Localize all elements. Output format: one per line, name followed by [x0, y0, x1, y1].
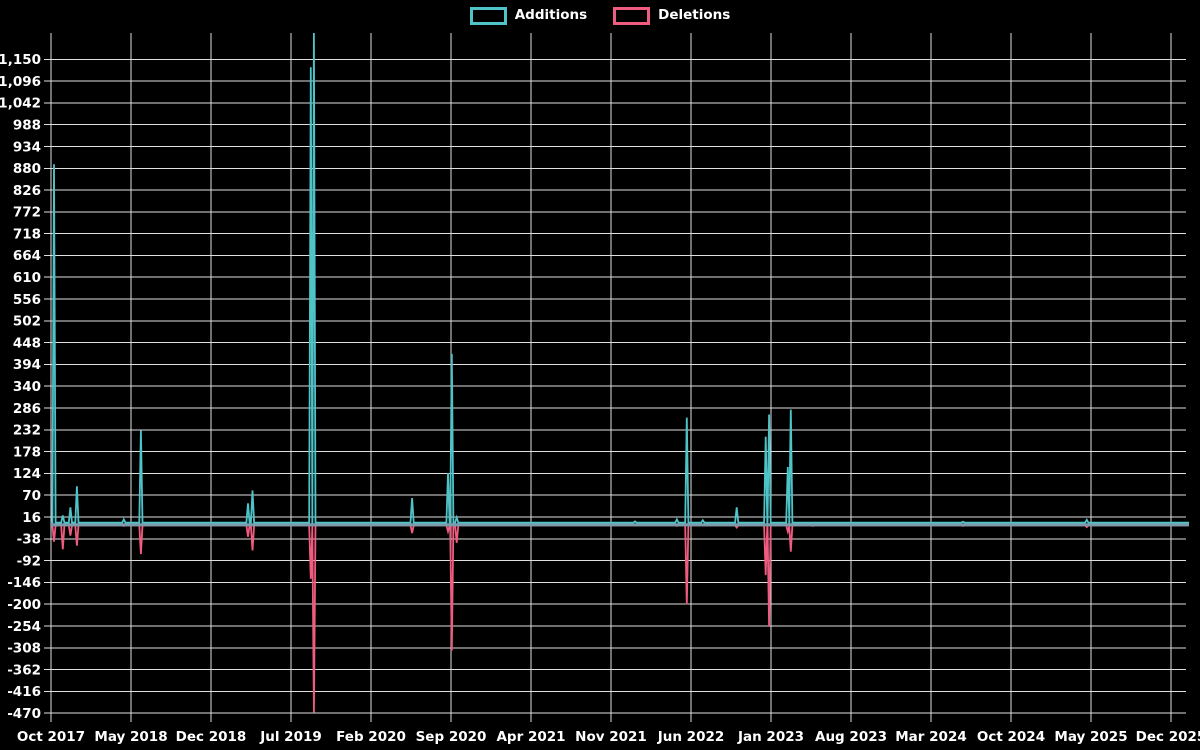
y-tick-label: -416 — [7, 684, 41, 700]
y-tick-label: 394 — [13, 357, 41, 373]
y-tick-label: 178 — [13, 444, 41, 460]
y-tick-label: 1,096 — [0, 74, 41, 90]
x-tick-label: Dec 2018 — [176, 729, 247, 745]
y-tick-label: 502 — [13, 314, 41, 330]
x-tick-label: Jul 2019 — [259, 729, 322, 745]
x-tick-label: Aug 2023 — [815, 729, 887, 745]
y-axis-tick-labels: 1,150 1,096 1,042 988 934 880 826 772 718 664 610 5… — [0, 52, 41, 722]
y-tick-label: 16 — [22, 510, 41, 526]
legend-item-additions[interactable]: Additions — [469, 7, 588, 25]
y-tick-label: 934 — [13, 139, 41, 155]
deletions-swatch-icon — [613, 7, 651, 25]
x-tick-label: Jun 2022 — [657, 729, 725, 745]
legend-additions-label: Additions — [514, 7, 588, 24]
deletions-line — [51, 524, 1189, 713]
gridlines — [44, 33, 1186, 722]
legend-item-deletions[interactable]: Deletions — [613, 7, 730, 25]
y-tick-label: -362 — [7, 662, 41, 678]
y-tick-label: -470 — [7, 706, 41, 722]
y-tick-label: 988 — [13, 118, 41, 134]
y-tick-label: 448 — [13, 335, 41, 351]
y-tick-label: -254 — [7, 619, 41, 635]
y-tick-label: 340 — [13, 379, 41, 395]
y-tick-label: -38 — [17, 532, 41, 548]
y-tick-label: -146 — [7, 575, 41, 591]
y-tick-label: 610 — [13, 270, 41, 286]
x-tick-label: Mar 2024 — [895, 729, 966, 745]
y-tick-label: 772 — [13, 205, 41, 221]
legend-deletions-label: Deletions — [658, 7, 731, 24]
zero-baseline — [51, 523, 1189, 527]
x-tick-label: Nov 2021 — [575, 729, 647, 745]
chart-legend: Additions Deletions — [0, 7, 1200, 25]
y-tick-label: -92 — [17, 553, 41, 569]
x-tick-label: Oct 2024 — [977, 729, 1045, 745]
y-tick-label: 232 — [13, 423, 41, 439]
y-tick-label: 826 — [13, 183, 41, 199]
y-tick-label: -308 — [7, 641, 41, 657]
x-tick-label: Jan 2023 — [737, 729, 804, 745]
x-tick-label: Dec 2025 — [1136, 729, 1200, 745]
x-tick-label: Apr 2021 — [496, 729, 565, 745]
additions-swatch-icon — [469, 7, 507, 25]
y-tick-label: 718 — [13, 226, 41, 242]
additions-line — [51, 33, 1189, 524]
x-tick-label: May 2018 — [94, 729, 167, 745]
x-tick-label: Sep 2020 — [416, 729, 487, 745]
y-tick-label: 880 — [13, 161, 41, 177]
y-tick-label: 286 — [13, 401, 41, 417]
y-tick-label: 664 — [13, 248, 41, 264]
x-axis-tick-labels: Oct 2017 May 2018 Dec 2018 Jul 2019 Feb 2020… — [17, 729, 1200, 745]
y-tick-label: 1,042 — [0, 96, 41, 112]
y-tick-label: 70 — [22, 488, 41, 504]
y-tick-label: 124 — [13, 466, 41, 482]
y-tick-label: -200 — [7, 597, 41, 613]
x-tick-label: May 2025 — [1054, 729, 1127, 745]
y-tick-label: 556 — [13, 292, 41, 308]
x-tick-label: Oct 2017 — [17, 729, 85, 745]
y-tick-label: 1,150 — [0, 52, 41, 68]
x-tick-label: Feb 2020 — [336, 729, 406, 745]
